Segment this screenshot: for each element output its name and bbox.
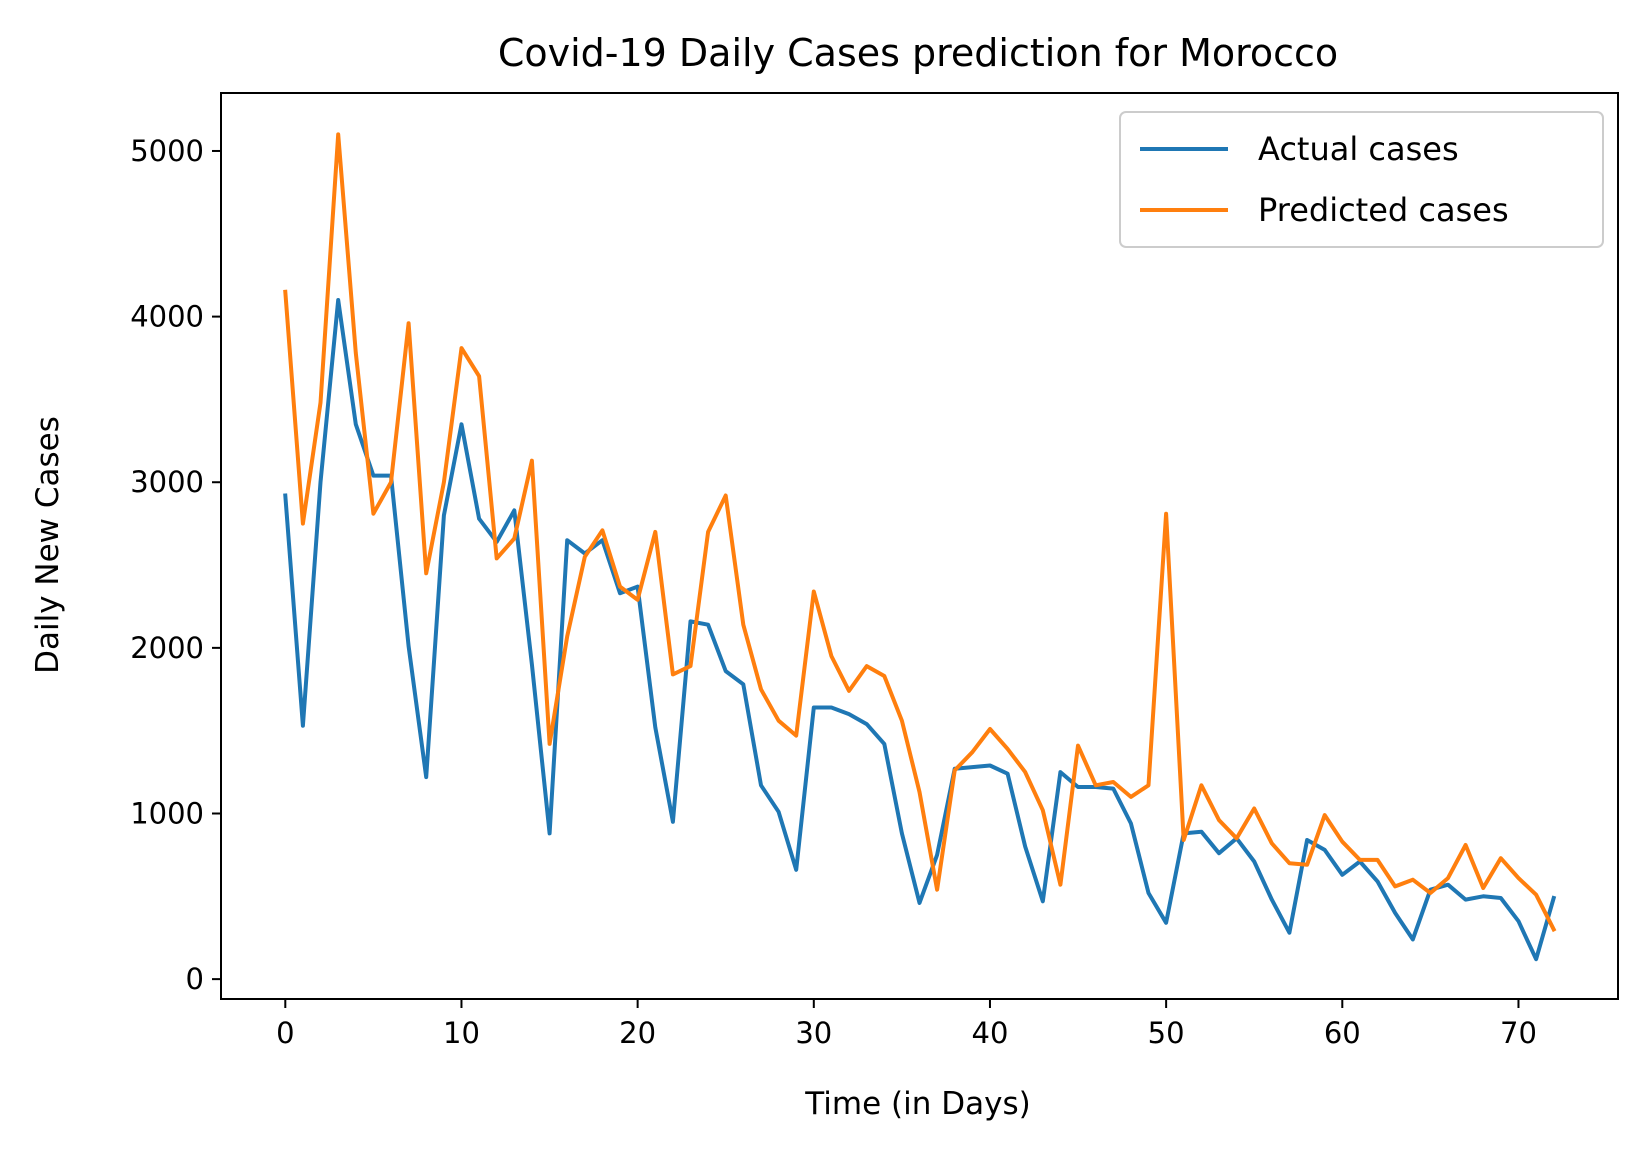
y-axis-label: Daily New Cases [30, 416, 66, 674]
x-tick-label: 20 [619, 1016, 656, 1050]
x-tick-label: 50 [1148, 1016, 1185, 1050]
x-tick-label: 10 [443, 1016, 480, 1050]
y-tick-label: 3000 [130, 465, 204, 499]
x-tick-label: 30 [795, 1016, 832, 1050]
x-tick-label: 40 [972, 1016, 1009, 1050]
x-tick-label: 0 [276, 1016, 294, 1050]
x-tick-label: 70 [1500, 1016, 1537, 1050]
y-tick-label: 5000 [130, 134, 204, 168]
y-axis-ticks: 0 1000 2000 3000 4000 5000 [130, 134, 221, 996]
legend-label-actual: Actual cases [1258, 130, 1459, 168]
x-axis-ticks: 0 10 20 30 40 50 60 70 [276, 999, 1537, 1050]
series-line-predicted [283, 132, 1557, 933]
y-tick-label: 0 [186, 962, 204, 996]
x-axis-label: Time (in Days) [804, 1086, 1030, 1122]
legend: Actual cases Predicted cases [1119, 111, 1604, 248]
y-tick-label: 4000 [130, 300, 204, 334]
y-tick-label: 2000 [130, 631, 204, 665]
legend-box [1119, 111, 1604, 248]
plot-frame [220, 92, 1619, 1000]
x-tick-label: 60 [1324, 1016, 1361, 1050]
series-layer [283, 132, 1557, 962]
chart-title: Covid-19 Daily Cases prediction for Moro… [498, 31, 1338, 75]
y-tick-label: 1000 [130, 796, 204, 830]
legend-label-predicted: Predicted cases [1258, 191, 1509, 229]
